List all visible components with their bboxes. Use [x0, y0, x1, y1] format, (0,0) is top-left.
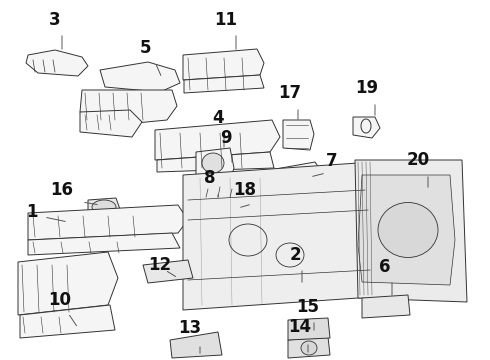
- Polygon shape: [288, 318, 330, 340]
- Polygon shape: [358, 175, 455, 285]
- Polygon shape: [362, 295, 410, 318]
- Polygon shape: [355, 160, 467, 302]
- Text: 3: 3: [49, 11, 61, 29]
- Polygon shape: [196, 148, 234, 180]
- Text: 2: 2: [289, 246, 301, 264]
- Polygon shape: [28, 205, 188, 240]
- Polygon shape: [184, 75, 264, 93]
- Polygon shape: [183, 163, 373, 310]
- Text: 7: 7: [326, 152, 338, 170]
- Polygon shape: [288, 337, 330, 358]
- Polygon shape: [28, 233, 180, 255]
- Text: 11: 11: [215, 11, 238, 29]
- Polygon shape: [170, 332, 222, 358]
- Polygon shape: [353, 117, 380, 138]
- Polygon shape: [80, 90, 177, 124]
- Text: 6: 6: [379, 258, 391, 276]
- Polygon shape: [233, 200, 263, 218]
- Polygon shape: [18, 252, 118, 315]
- Text: 15: 15: [296, 298, 319, 316]
- Polygon shape: [26, 50, 88, 76]
- Text: 9: 9: [220, 129, 232, 147]
- Polygon shape: [283, 120, 314, 150]
- Text: 18: 18: [234, 181, 256, 199]
- Polygon shape: [183, 49, 264, 80]
- Text: 13: 13: [178, 319, 201, 337]
- Text: 20: 20: [406, 151, 430, 169]
- Polygon shape: [80, 110, 142, 137]
- Ellipse shape: [301, 341, 317, 355]
- Text: 14: 14: [289, 318, 312, 336]
- Ellipse shape: [203, 189, 233, 205]
- Polygon shape: [193, 186, 248, 208]
- Text: 4: 4: [212, 109, 224, 127]
- Polygon shape: [157, 152, 274, 172]
- Text: 10: 10: [49, 291, 72, 309]
- Text: 19: 19: [355, 79, 379, 97]
- Polygon shape: [88, 198, 122, 217]
- Ellipse shape: [202, 153, 224, 173]
- Text: 12: 12: [148, 256, 172, 274]
- Text: 17: 17: [278, 84, 301, 102]
- Ellipse shape: [378, 202, 438, 257]
- Polygon shape: [143, 260, 193, 283]
- Text: 8: 8: [204, 169, 216, 187]
- Text: 5: 5: [139, 39, 151, 57]
- Polygon shape: [415, 188, 440, 205]
- Text: 16: 16: [50, 181, 74, 199]
- Text: 1: 1: [26, 203, 38, 221]
- Ellipse shape: [92, 200, 116, 214]
- Polygon shape: [20, 305, 115, 338]
- Polygon shape: [155, 120, 280, 160]
- Polygon shape: [100, 62, 180, 92]
- Polygon shape: [270, 162, 324, 183]
